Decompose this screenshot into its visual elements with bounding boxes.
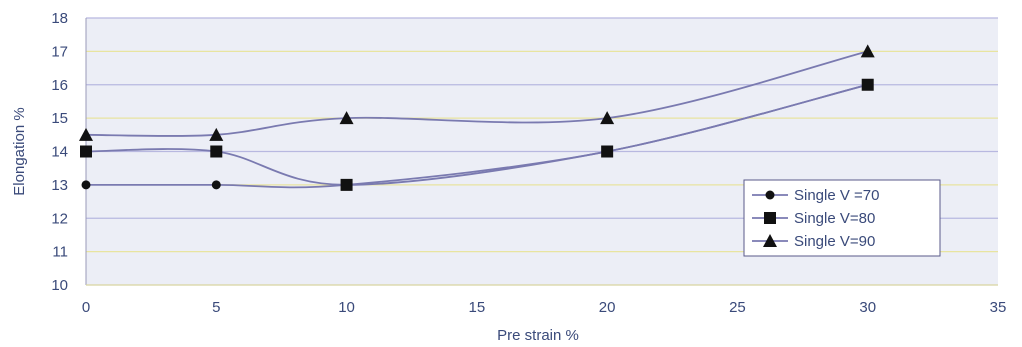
- x-tick-label: 0: [82, 299, 90, 316]
- x-tick-label: 10: [338, 299, 355, 316]
- series-3-triangle-marker: [339, 111, 354, 125]
- x-tick-labels: 0 5 10 15 20 25 30 35: [82, 299, 1007, 316]
- y-tick-label: 18: [51, 10, 68, 27]
- series-1-circle-marker: [81, 180, 91, 190]
- y-tick-label: 16: [51, 77, 68, 94]
- legend: Single V =70 Single V=80 Single V=90: [743, 179, 941, 257]
- y-tick-label: 13: [51, 177, 68, 194]
- x-tick-label: 5: [212, 299, 220, 316]
- series-line-2: [85, 83, 868, 186]
- series-2-square-marker: [80, 145, 92, 158]
- y-tick-label: 17: [51, 43, 68, 60]
- series-3-triangle-marker: [860, 44, 875, 58]
- x-tick-label: 35: [990, 299, 1007, 316]
- legend-label-1: Single V =70: [794, 187, 879, 204]
- legend-triangle-marker: [763, 234, 777, 247]
- series-2-square-marker: [601, 145, 614, 158]
- series-1-circle-marker: [211, 180, 221, 190]
- legend-square-marker: [764, 212, 776, 224]
- y-tick-label: 11: [52, 244, 68, 261]
- x-tick-label: 30: [859, 299, 876, 316]
- legend-label-3: Single V=90: [794, 233, 875, 250]
- x-tick-label: 15: [469, 299, 486, 316]
- series-line-3: [85, 50, 868, 137]
- series-markers: [79, 44, 875, 191]
- x-axis-title: Pre strain %: [497, 327, 579, 344]
- legend-circle-marker: [765, 190, 775, 200]
- y-tick-label: 10: [51, 277, 68, 294]
- x-tick-label: 20: [599, 299, 616, 316]
- x-tick-label: 25: [729, 299, 746, 316]
- series-2-square-marker: [861, 78, 874, 91]
- legend-label-2: Single V=80: [794, 210, 875, 227]
- y-tick-label: 12: [51, 210, 68, 227]
- y-tick-label: 15: [51, 110, 68, 127]
- y-tick-labels: 10 11 12 13 14 15 16 17 18: [51, 10, 68, 294]
- series-2-square-marker: [340, 178, 353, 191]
- y-axis-title: Elongation %: [11, 107, 28, 195]
- y-tick-label: 14: [51, 144, 68, 161]
- series-3-triangle-marker: [600, 111, 615, 125]
- series-2-square-marker: [210, 145, 223, 158]
- series-lines: [85, 50, 868, 189]
- series-3-triangle-marker: [79, 127, 93, 141]
- series-3-triangle-marker: [209, 127, 224, 141]
